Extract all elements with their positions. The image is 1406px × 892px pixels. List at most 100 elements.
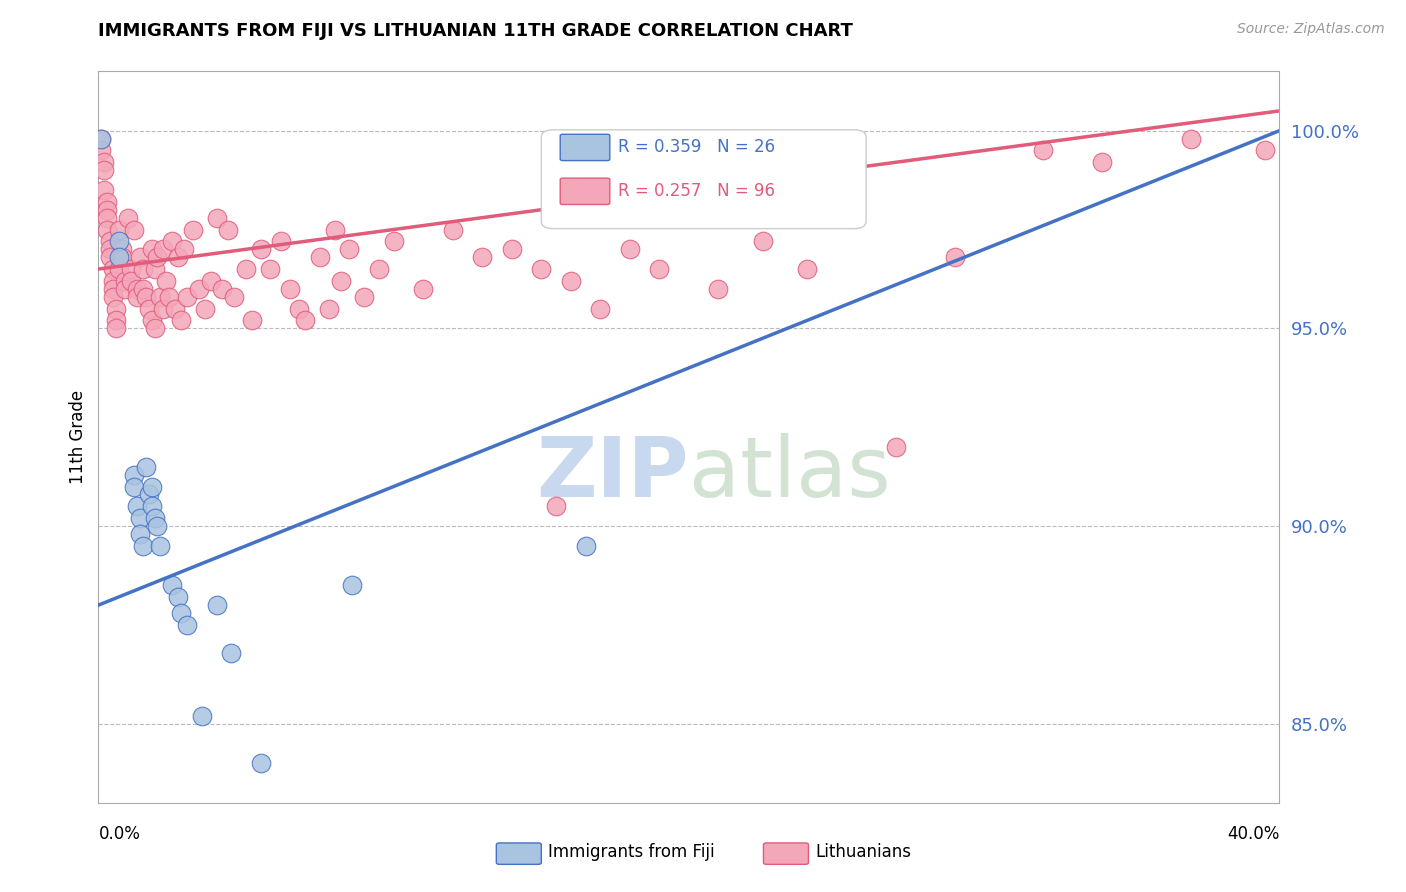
Point: [105, 313, 128, 327]
Point: [353, 290, 375, 304]
Point: [103, 282, 125, 296]
Point: [309, 250, 332, 264]
Point: [751, 235, 773, 249]
Point: [194, 301, 217, 316]
Point: [167, 591, 190, 605]
Point: [141, 242, 163, 256]
Point: [143, 262, 166, 277]
Point: [96, 202, 118, 217]
Point: [135, 459, 157, 474]
Point: [250, 242, 273, 256]
Point: [181, 222, 204, 236]
Point: [943, 250, 966, 264]
Point: [250, 756, 273, 771]
Point: [707, 282, 730, 296]
Point: [217, 222, 239, 236]
Point: [146, 519, 169, 533]
Point: [105, 301, 128, 316]
Text: 0.0%: 0.0%: [98, 825, 141, 843]
Text: R = 0.257   N = 96: R = 0.257 N = 96: [619, 182, 775, 200]
Point: [90, 144, 112, 158]
Point: [162, 235, 183, 249]
Text: Immigrants from Fiji: Immigrants from Fiji: [548, 843, 716, 861]
Text: Lithuanians: Lithuanians: [815, 843, 911, 861]
Point: [96, 194, 118, 209]
Point: [170, 606, 193, 620]
Point: [1180, 131, 1202, 145]
Point: [122, 222, 145, 236]
Point: [165, 301, 187, 316]
Point: [170, 313, 193, 327]
Point: [796, 262, 818, 277]
Point: [382, 235, 405, 249]
Point: [162, 578, 183, 592]
Point: [93, 155, 115, 169]
Point: [235, 262, 257, 277]
Point: [167, 250, 190, 264]
Point: [96, 222, 118, 236]
Point: [111, 242, 134, 256]
Point: [240, 313, 263, 327]
Point: [108, 222, 131, 236]
Point: [155, 274, 177, 288]
Point: [1032, 144, 1054, 158]
Point: [143, 511, 166, 525]
Point: [128, 250, 150, 264]
Point: [125, 282, 148, 296]
Point: [368, 262, 391, 277]
Point: [138, 301, 160, 316]
Point: [143, 321, 166, 335]
Point: [122, 467, 145, 482]
Point: [176, 290, 198, 304]
Point: [323, 222, 346, 236]
Y-axis label: 11th Grade: 11th Grade: [69, 390, 87, 484]
Text: ZIP: ZIP: [537, 434, 689, 514]
Point: [135, 290, 157, 304]
Point: [132, 539, 155, 553]
Point: [132, 282, 155, 296]
Point: [132, 262, 155, 277]
Point: [120, 262, 142, 277]
Point: [441, 222, 464, 236]
Point: [108, 235, 131, 249]
Text: atlas: atlas: [689, 434, 890, 514]
Point: [141, 500, 163, 514]
Point: [200, 274, 222, 288]
Point: [141, 479, 163, 493]
Point: [103, 290, 125, 304]
Point: [329, 274, 352, 288]
Point: [259, 262, 281, 277]
Point: [96, 211, 118, 225]
Point: [318, 301, 340, 316]
Point: [152, 301, 174, 316]
Point: [176, 618, 198, 632]
Point: [224, 290, 246, 304]
Point: [105, 321, 128, 335]
Point: [546, 500, 568, 514]
Point: [108, 262, 131, 277]
Point: [574, 539, 596, 553]
Point: [173, 242, 195, 256]
Point: [1254, 144, 1277, 158]
Point: [125, 290, 148, 304]
Point: [93, 163, 115, 178]
Point: [90, 131, 112, 145]
Point: [412, 282, 434, 296]
Point: [560, 274, 582, 288]
Point: [98, 250, 121, 264]
Point: [884, 440, 907, 454]
Point: [103, 262, 125, 277]
Point: [678, 211, 700, 225]
Point: [221, 646, 243, 660]
Point: [125, 500, 148, 514]
Text: Source: ZipAtlas.com: Source: ZipAtlas.com: [1237, 22, 1385, 37]
Point: [120, 274, 142, 288]
Text: IMMIGRANTS FROM FIJI VS LITHUANIAN 11TH GRADE CORRELATION CHART: IMMIGRANTS FROM FIJI VS LITHUANIAN 11TH …: [98, 22, 853, 40]
Point: [294, 313, 316, 327]
FancyBboxPatch shape: [541, 130, 866, 228]
Point: [103, 274, 125, 288]
Point: [288, 301, 311, 316]
FancyBboxPatch shape: [560, 178, 610, 204]
Point: [128, 511, 150, 525]
Point: [278, 282, 302, 296]
